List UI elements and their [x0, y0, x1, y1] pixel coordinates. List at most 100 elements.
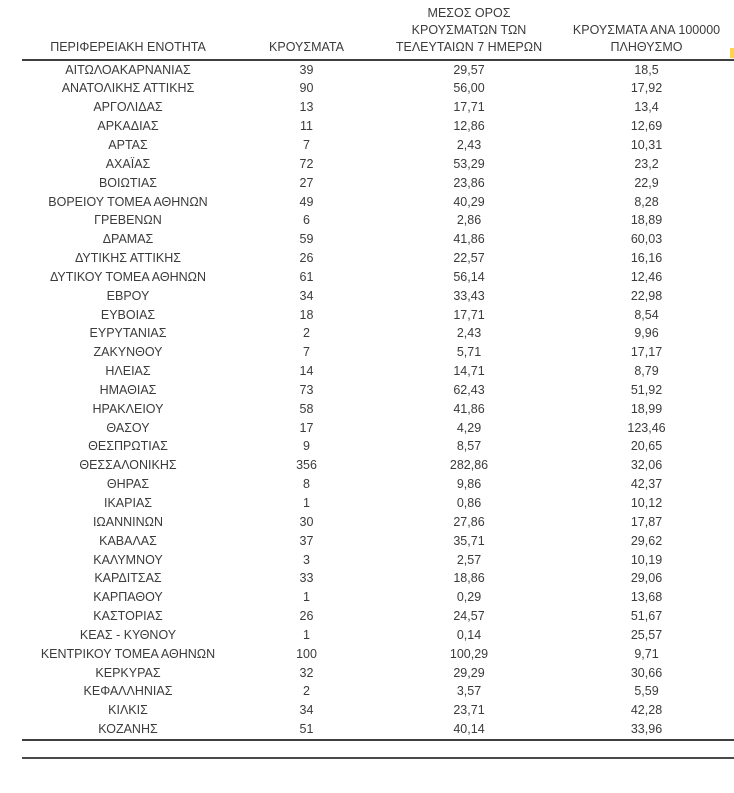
column-header-cases: ΚΡΟΥΣΜΑΤΑ — [234, 5, 379, 61]
avg7-value: 62,43 — [453, 382, 485, 397]
per100k-value: 25,57 — [630, 627, 663, 642]
table-row: ΗΡΑΚΛΕΙΟΥ 58 41,86 18,99 — [22, 400, 734, 419]
region-name: ΗΜΑΘΙΑΣ — [99, 382, 157, 397]
avg7-value: 0,86 — [456, 496, 482, 511]
per100k-value: 5,59 — [634, 684, 659, 699]
avg7-value: 0,14 — [456, 627, 482, 642]
region-name: ΚΑΒΑΛΑΣ — [99, 533, 157, 548]
table-row: ΑΙΤΩΛΟΑΚΑΡΝΑΝΙΑΣ 39 29,57 18,5 — [22, 60, 734, 80]
region-name: ΘΕΣΠΡΩΤΙΑΣ — [88, 439, 168, 454]
region-name: ΘΕΣΣΑΛΟΝΙΚΗΣ — [79, 458, 177, 473]
per100k-value: 30,66 — [630, 665, 663, 680]
region-name: ΑΡΤΑΣ — [108, 137, 148, 152]
cases-value: 17 — [299, 420, 314, 435]
avg7-value: 40,14 — [379, 720, 559, 741]
region-name: ΚΟΖΑΝΗΣ — [22, 720, 234, 741]
table-row: ΚΟΖΑΝΗΣ 51 40,14 33,96 — [22, 720, 734, 741]
cases-value: 14 — [299, 364, 314, 379]
per100k-value: 51,67 — [630, 609, 663, 624]
per100k-value: 51,92 — [630, 382, 663, 397]
avg7-value: 2,86 — [456, 213, 482, 228]
avg7-value: 3,57 — [456, 684, 482, 699]
table-row: ΚΕΝΤΡΙΚΟΥ ΤΟΜΕΑ ΑΘΗΝΩΝ 100 100,29 9,71 — [22, 645, 734, 664]
per100k-value: 8,79 — [634, 364, 659, 379]
cases-value: 26 — [299, 251, 314, 266]
avg7-value: 23,71 — [453, 703, 485, 718]
cases-value: 1 — [303, 627, 310, 642]
region-name: ΚΑΡΔΙΤΣΑΣ — [94, 571, 162, 586]
cases-value: 2 — [303, 684, 310, 699]
region-name: ΚΙΛΚΙΣ — [108, 703, 148, 718]
cases-value: 27 — [299, 175, 314, 190]
bottom-rule — [22, 757, 734, 759]
table-row: ΘΗΡΑΣ 8 9,86 42,37 — [22, 475, 734, 494]
table-row: ΗΛΕΙΑΣ 14 14,71 8,79 — [22, 362, 734, 381]
per100k-value: 60,03 — [630, 232, 663, 247]
region-name: ΙΚΑΡΙΑΣ — [103, 496, 153, 511]
per100k-value: 29,06 — [630, 571, 663, 586]
region-name: ΙΩΑΝΝΙΝΩΝ — [92, 514, 164, 529]
per100k-value: 8,54 — [634, 307, 659, 322]
cases-value: 34 — [299, 703, 314, 718]
region-name: ΓΡΕΒΕΝΩΝ — [94, 213, 162, 228]
region-name: ΚΕΑΣ - ΚΥΘΝΟΥ — [79, 627, 177, 642]
avg7-value: 41,86 — [453, 401, 485, 416]
table-row: ΖΑΚΥΝΘΟΥ 7 5,71 17,17 — [22, 343, 734, 362]
region-name: ΚΑΣΤΟΡΙΑΣ — [93, 609, 163, 624]
region-name: ΚΕΦΑΛΛΗΝΙΑΣ — [83, 684, 173, 699]
avg7-value: 100,29 — [449, 646, 489, 661]
cases-value: 30 — [299, 514, 314, 529]
table-row: ΚΑΒΑΛΑΣ 37 35,71 29,62 — [22, 532, 734, 551]
avg7-value: 5,71 — [456, 345, 482, 360]
per100k-value: 13,68 — [630, 590, 663, 605]
per100k-value: 12,69 — [630, 119, 663, 134]
table-row: ΚΑΡΠΑΘΟΥ 1 0,29 13,68 — [22, 588, 734, 607]
region-name: ΕΥΡΥΤΑΝΙΑΣ — [89, 326, 167, 341]
cases-value: 18 — [299, 307, 314, 322]
avg7-value: 27,86 — [453, 514, 485, 529]
avg7-value: 33,43 — [453, 288, 485, 303]
region-name: ΑΧΑΪΑΣ — [105, 156, 151, 171]
table-row: ΙΚΑΡΙΑΣ 1 0,86 10,12 — [22, 494, 734, 513]
header-row: ΠΕΡΙΦΕΡΕΙΑΚΗ ΕΝΟΤΗΤΑ ΚΡΟΥΣΜΑΤΑ ΜΕΣΟΣ ΟΡΟ… — [22, 5, 734, 61]
clipped-highlight-fragment — [730, 48, 734, 58]
table-row: ΚΑΛΥΜΝΟΥ 3 2,57 10,19 — [22, 551, 734, 570]
region-name: ΑΝΑΤΟΛΙΚΗΣ ΑΤΤΙΚΗΣ — [61, 81, 195, 96]
avg7-value: 35,71 — [453, 533, 485, 548]
avg7-value: 22,57 — [453, 251, 485, 266]
cases-value: 90 — [299, 81, 314, 96]
per100k-value: 22,98 — [630, 288, 663, 303]
avg7-value: 8,57 — [456, 439, 482, 454]
avg7-value: 24,57 — [453, 609, 485, 624]
cases-value: 34 — [299, 288, 314, 303]
per100k-value: 42,37 — [630, 477, 663, 492]
table-row: ΗΜΑΘΙΑΣ 73 62,43 51,92 — [22, 381, 734, 400]
region-name: ΚΑΛΥΜΝΟΥ — [93, 552, 163, 567]
avg7-value: 29,29 — [453, 665, 485, 680]
column-header-per100k: ΚΡΟΥΣΜΑΤΑ ΑΝΑ 100000 ΠΛΗΘΥΣΜΟ — [559, 5, 734, 61]
avg7-value: 2,43 — [456, 137, 482, 152]
avg7-value: 9,86 — [456, 477, 482, 492]
region-name: ΚΑΡΠΑΘΟΥ — [93, 590, 163, 605]
avg7-value: 2,43 — [456, 326, 482, 341]
per100k-value: 8,28 — [634, 194, 659, 209]
region-name: ΘΗΡΑΣ — [106, 477, 150, 492]
per100k-value: 123,46 — [627, 420, 666, 435]
per100k-value: 18,89 — [630, 213, 663, 228]
per100k-value: 17,17 — [630, 345, 663, 360]
per100k-value: 9,96 — [634, 326, 659, 341]
cases-value: 7 — [303, 137, 310, 152]
avg7-value: 56,14 — [453, 269, 485, 284]
per100k-value: 17,87 — [630, 514, 663, 529]
per100k-value: 42,28 — [630, 703, 663, 718]
region-name: ΘΑΣΟΥ — [106, 420, 150, 435]
table-row: ΑΡΚΑΔΙΑΣ 11 12,86 12,69 — [22, 117, 734, 136]
table-row: ΚΑΣΤΟΡΙΑΣ 26 24,57 51,67 — [22, 607, 734, 626]
cases-value: 61 — [299, 269, 314, 284]
avg7-value: 12,86 — [453, 119, 485, 134]
table-row: ΙΩΑΝΝΙΝΩΝ 30 27,86 17,87 — [22, 513, 734, 532]
table-row: ΘΑΣΟΥ 17 4,29 123,46 — [22, 419, 734, 438]
table-row: ΘΕΣΣΑΛΟΝΙΚΗΣ 356 282,86 32,06 — [22, 456, 734, 475]
cases-value: 6 — [303, 213, 310, 228]
